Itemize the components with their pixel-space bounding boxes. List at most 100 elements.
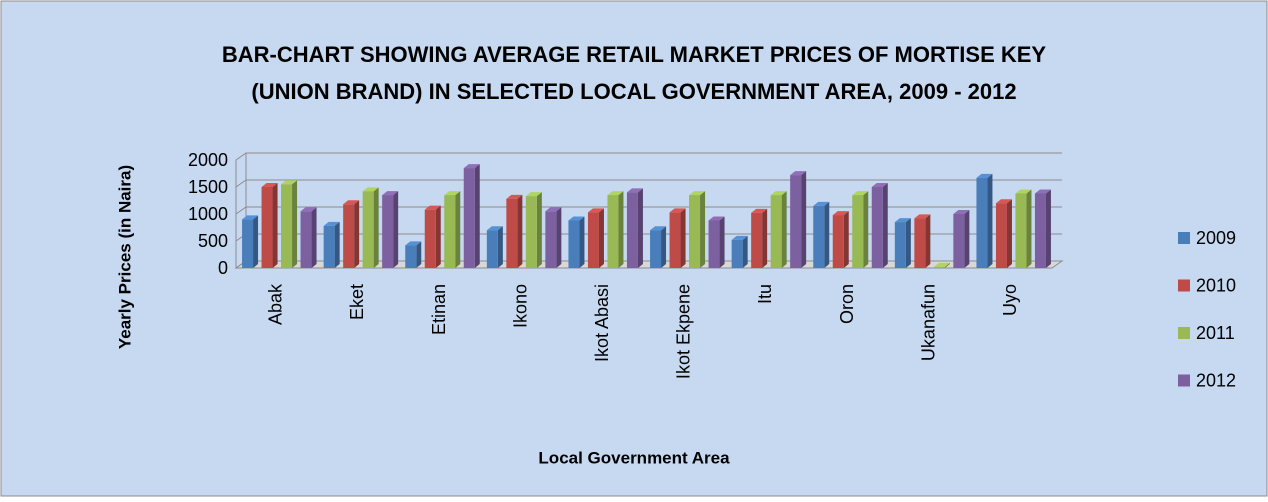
bar xyxy=(832,211,849,268)
bar-side xyxy=(253,215,259,268)
bar xyxy=(751,208,768,268)
bar-front xyxy=(669,212,681,268)
bar-front xyxy=(1034,193,1046,268)
bar-side xyxy=(618,191,624,268)
bar-top xyxy=(300,207,317,212)
bar-side xyxy=(843,211,849,268)
bar xyxy=(343,200,360,268)
bar-side xyxy=(700,191,706,268)
bar-front xyxy=(914,218,926,268)
grid-line xyxy=(235,206,1062,215)
bar-top xyxy=(281,180,298,185)
bar xyxy=(770,191,787,268)
bar xyxy=(486,226,503,268)
bar-front xyxy=(708,220,720,268)
bar xyxy=(587,208,604,268)
bar xyxy=(650,226,667,268)
bar-front xyxy=(650,230,662,268)
bar xyxy=(731,235,748,268)
bar-side xyxy=(824,201,830,268)
bar-top xyxy=(362,187,379,192)
bar-top xyxy=(424,205,441,210)
bar-front xyxy=(626,192,638,268)
bar-top xyxy=(953,210,970,214)
bar-top xyxy=(1034,189,1051,194)
bar-top xyxy=(871,183,888,187)
bar-side xyxy=(661,226,667,268)
y-tick-label: 1500 xyxy=(188,177,228,197)
bar-top xyxy=(770,191,787,196)
x-tick-label: Ikot Ekpene xyxy=(674,284,694,379)
bar-front xyxy=(506,198,518,268)
bar-top xyxy=(650,226,667,231)
legend-label: 2010 xyxy=(1196,275,1236,295)
bar-top xyxy=(587,208,604,213)
bar-side xyxy=(1026,189,1032,268)
x-tick-label: Etinan xyxy=(429,284,449,335)
x-tick-label: Oron xyxy=(837,284,857,324)
x-axis-label: Local Government Area xyxy=(538,448,730,467)
bar-top xyxy=(852,191,869,196)
bar-top xyxy=(242,215,259,220)
bar-top xyxy=(976,173,993,178)
bar-side xyxy=(272,183,278,268)
bar-top xyxy=(486,226,503,231)
x-tick-label: Ikono xyxy=(510,284,530,328)
grid-line xyxy=(235,179,1062,188)
bar-side xyxy=(497,226,503,268)
bar-front xyxy=(953,214,965,268)
bar-front xyxy=(751,212,763,268)
bar xyxy=(506,194,523,268)
y-tick-label: 500 xyxy=(198,231,228,251)
bar-front xyxy=(424,209,436,268)
legend-swatch xyxy=(1178,279,1190,292)
bar-side xyxy=(536,192,542,268)
bar-side xyxy=(435,205,441,268)
bar-front xyxy=(894,222,906,268)
bar xyxy=(463,164,480,268)
x-tick-label: Ukanafun xyxy=(918,284,938,361)
bar-top xyxy=(995,199,1012,204)
bar-side xyxy=(416,241,422,268)
bar xyxy=(281,180,298,268)
bar xyxy=(525,192,542,268)
bar-top xyxy=(708,216,725,221)
bar-front xyxy=(486,230,498,268)
bar-side xyxy=(781,191,787,268)
bar-top xyxy=(463,164,480,169)
bar-top xyxy=(444,191,461,196)
bar-side xyxy=(354,200,360,268)
bar-side xyxy=(474,164,480,268)
bar xyxy=(405,241,422,268)
chart-title: BAR-CHART SHOWING AVERAGE RETAIL MARKET … xyxy=(222,42,1047,67)
bar-side xyxy=(863,191,869,268)
bar xyxy=(382,191,399,268)
bar-front xyxy=(871,187,883,268)
bar-top xyxy=(790,171,807,176)
bar xyxy=(242,215,259,268)
bar-top xyxy=(525,192,542,197)
bar-side xyxy=(311,207,317,268)
bar-front xyxy=(832,215,844,268)
bar-side xyxy=(579,216,585,268)
bar-front xyxy=(545,211,557,268)
x-tick-label: Abak xyxy=(266,283,286,325)
bar-front xyxy=(323,225,335,268)
bar xyxy=(323,221,340,268)
legend-swatch xyxy=(1178,327,1190,339)
bar xyxy=(914,214,931,268)
bar-top xyxy=(894,218,911,223)
bar-front xyxy=(689,195,701,268)
grid-line xyxy=(235,152,1062,161)
bar-side xyxy=(882,183,888,268)
bar xyxy=(708,216,725,268)
bar-side xyxy=(719,216,725,268)
y-axis-label: Yearly Prices (in Naira) xyxy=(115,165,134,349)
bar-front xyxy=(242,219,254,268)
bar-side xyxy=(455,191,461,268)
bar-front xyxy=(1015,193,1027,268)
bar-side xyxy=(373,187,379,268)
bar-front xyxy=(343,204,355,268)
y-tick-label: 0 xyxy=(218,258,228,278)
